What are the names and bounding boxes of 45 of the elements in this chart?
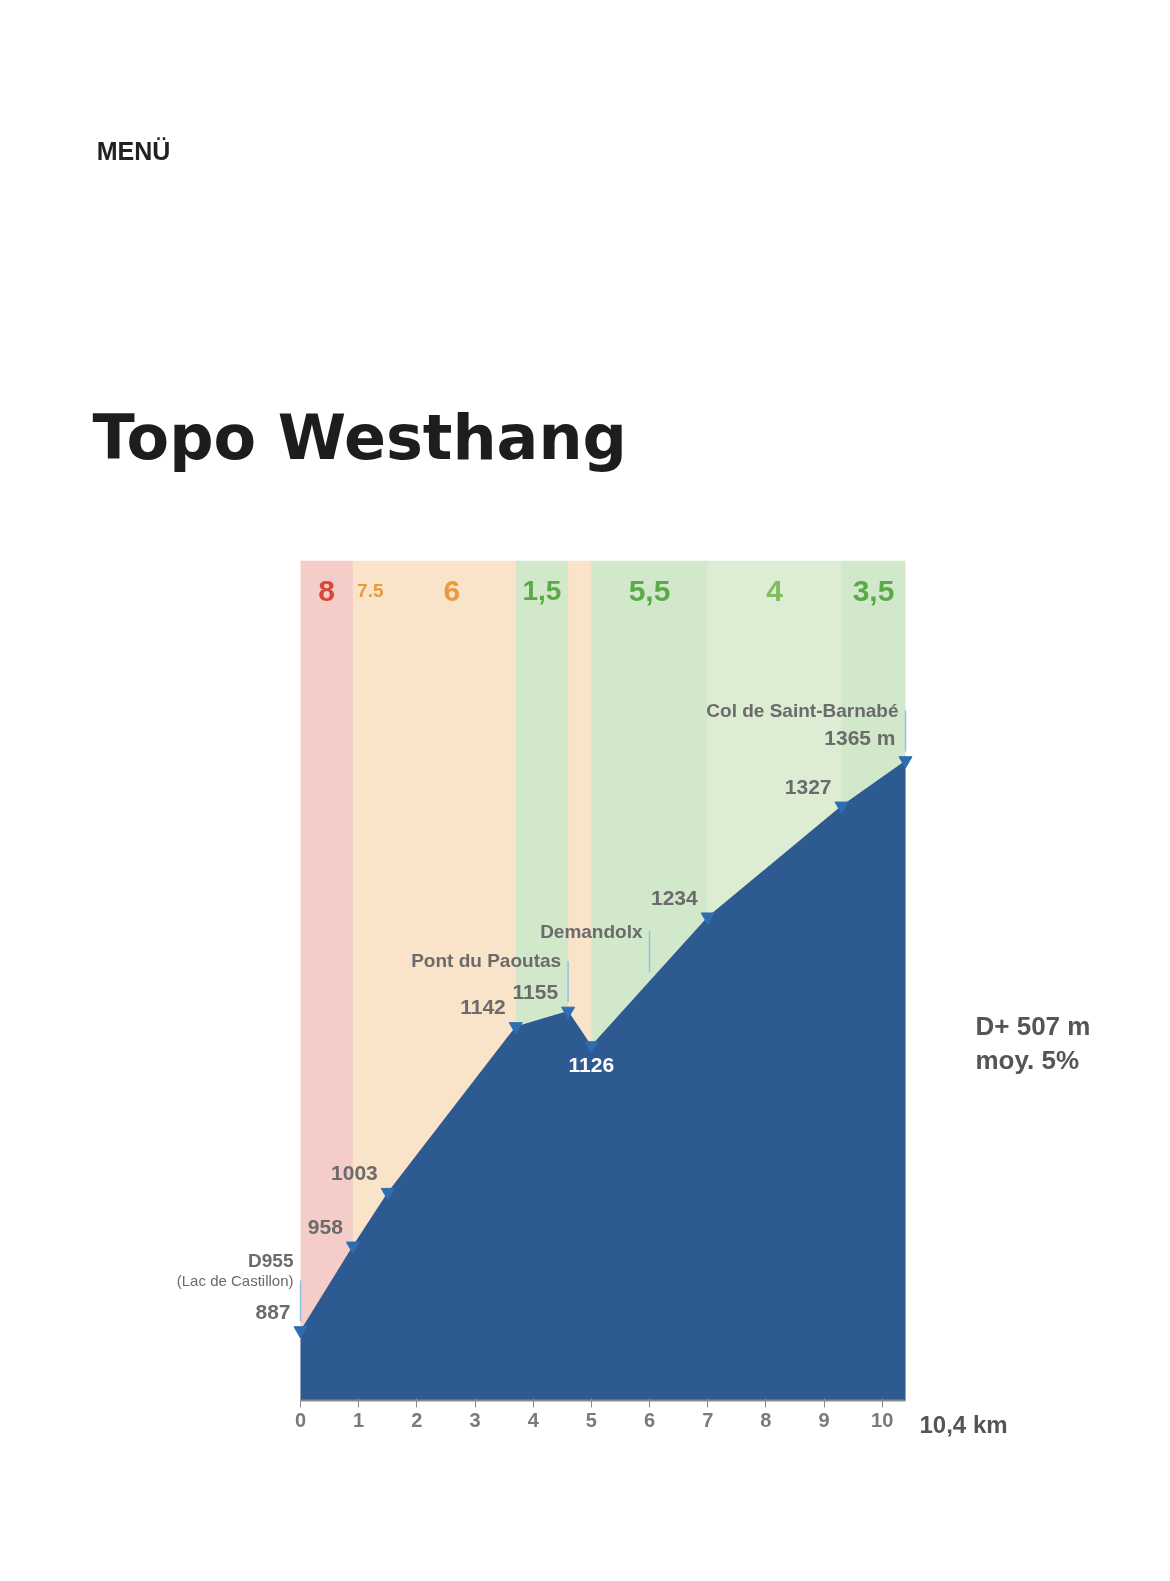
point <box>293 1326 308 1339</box>
x-tick-label: 2 <box>411 1408 423 1431</box>
band-label: 8 <box>318 573 336 607</box>
x-axis-title: 10,4 km <box>919 1411 1008 1438</box>
data-label: 1003 <box>331 1161 378 1185</box>
annotation: Demandolx <box>540 920 643 942</box>
point <box>834 801 849 814</box>
data-label: 1155 <box>512 979 559 1003</box>
band-label: 7.5 <box>357 580 384 601</box>
band-label: 5,5 <box>628 573 671 607</box>
data-label: 1365 m <box>824 725 896 749</box>
data-label: 887 <box>255 1299 291 1323</box>
text: MENÜ <box>96 136 171 165</box>
x-tick-label: 7 <box>702 1408 714 1431</box>
text: D+ 507 m <box>975 1010 1091 1041</box>
annotation: Pont du Paoutas <box>411 950 562 972</box>
x-tick-label: 8 <box>760 1408 772 1431</box>
point <box>345 1241 360 1254</box>
band-label: 3,5 <box>852 573 895 607</box>
text: moy. 5% <box>975 1044 1080 1075</box>
x-tick-label: 9 <box>818 1408 830 1431</box>
point <box>584 1041 599 1054</box>
data-label: 1234 <box>650 885 699 909</box>
point <box>898 756 913 769</box>
point <box>380 1187 395 1201</box>
data-label: 958 <box>307 1214 344 1238</box>
x-tick-label: 5 <box>585 1408 597 1431</box>
point <box>700 912 715 925</box>
band-label: 6 <box>443 573 461 607</box>
data-label: 1142 <box>460 995 506 1019</box>
annotation: Col de Saint-Barnabé <box>706 700 899 721</box>
x-tick-label: 3 <box>469 1408 481 1431</box>
x-tick-label: 4 <box>527 1408 540 1431</box>
data-label: 1126 <box>568 1052 615 1076</box>
band-label: 4 <box>766 573 784 607</box>
x-tick-label: 0 <box>294 1408 307 1431</box>
data-label: 1327 <box>784 774 832 798</box>
point <box>508 1022 523 1035</box>
x-tick-label: 1 <box>353 1408 365 1431</box>
chart-title: Topo Westhang <box>92 401 627 474</box>
annotation: D955 (Lac de Castillon) <box>176 1250 294 1289</box>
point <box>561 1006 576 1019</box>
x-tick-label: 6 <box>643 1408 656 1431</box>
x-tick-label: 10 <box>871 1408 894 1431</box>
band-label: 1,5 <box>522 575 562 606</box>
